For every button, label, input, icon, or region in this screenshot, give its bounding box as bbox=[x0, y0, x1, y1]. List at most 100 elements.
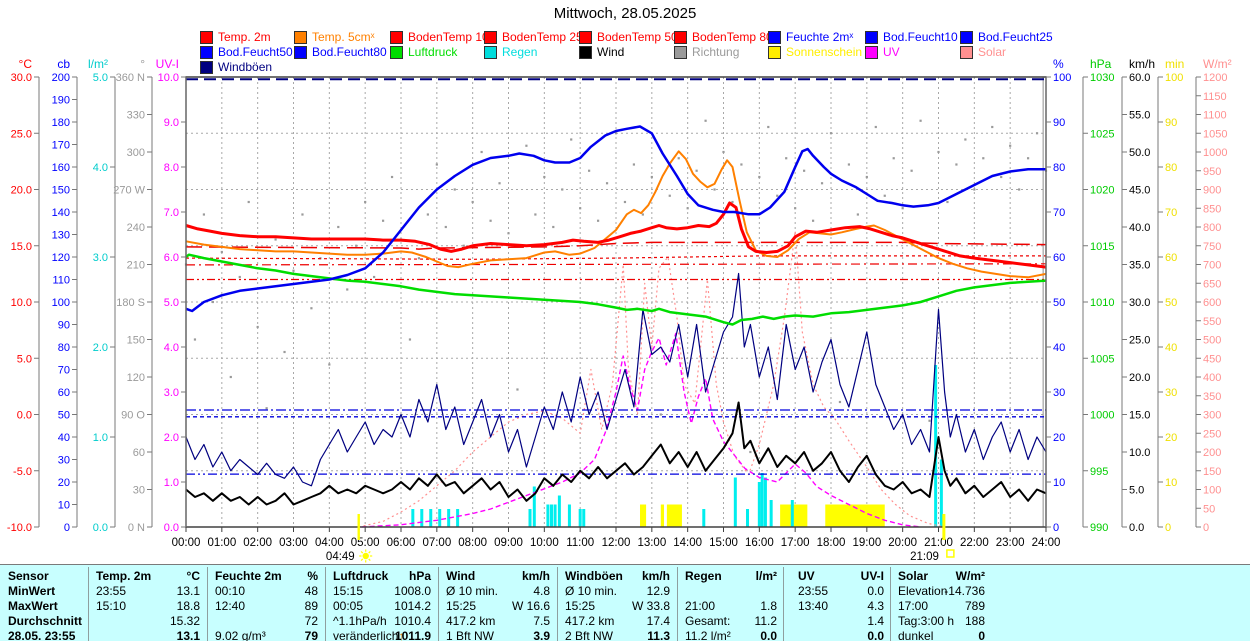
table-cell-label-feuchte-2m: 12:40 bbox=[215, 599, 246, 613]
solar-axis-header: W/m² bbox=[1203, 57, 1232, 71]
table-column-separator bbox=[438, 567, 439, 641]
solar-axis-tick-label: 950 bbox=[1203, 166, 1221, 178]
series-richtung-dot bbox=[453, 188, 456, 191]
table-cell-label-windboeen: Ø 10 min. bbox=[565, 584, 618, 598]
legend-item-temp-5cm-: Temp. 5cmˣ bbox=[294, 31, 375, 44]
legend-swatch bbox=[865, 46, 878, 59]
table-cell-label-regen: 21:00 bbox=[685, 599, 716, 613]
table-cell-label-regen: Gesamt: bbox=[685, 614, 731, 628]
legend-swatch bbox=[484, 31, 497, 44]
series-regen-bar bbox=[582, 509, 586, 527]
table-cell-value-solar: 0 bbox=[978, 629, 985, 641]
humidity-axis-tick-label: 90 bbox=[1053, 117, 1065, 129]
soil-moisture-axis-tick-label: 10 bbox=[58, 500, 70, 512]
soil-moisture-axis-tick-label: 50 bbox=[58, 410, 70, 422]
table-cell-label-luftdruck: 00:05 bbox=[333, 599, 364, 613]
series-richtung-dot bbox=[641, 213, 644, 216]
table-cell-value-temp-2m: 13.1 bbox=[176, 629, 200, 641]
temp-axis-tick-label: -10.0 bbox=[7, 522, 32, 534]
legend-label: UV bbox=[883, 45, 900, 59]
legend-label: Solar bbox=[978, 45, 1007, 59]
solar-axis-tick-label: 50 bbox=[1203, 503, 1215, 515]
wind-axis-tick-label: 40.0 bbox=[1129, 222, 1150, 234]
series-richtung-dot bbox=[417, 257, 421, 260]
legend-label: Bod.Feucht10 bbox=[883, 30, 958, 44]
legend-swatch bbox=[294, 46, 307, 59]
legend-item-windb-en: Windböen bbox=[200, 61, 272, 74]
solar-axis-tick-label: 450 bbox=[1203, 353, 1221, 365]
table-header-sensor: Sensor bbox=[8, 569, 49, 583]
series-richtung-dot bbox=[973, 188, 976, 191]
table-header-unit-regen: l/m² bbox=[755, 569, 777, 583]
wind-axis-tick-label: 30.0 bbox=[1129, 297, 1150, 309]
series-richtung-dot bbox=[955, 163, 958, 166]
series-richtung-dot bbox=[328, 363, 331, 366]
series-richtung-dot bbox=[543, 175, 546, 179]
soil-moisture-axis-tick-label: 100 bbox=[52, 297, 70, 309]
series-regen-bar bbox=[733, 477, 737, 527]
series-richtung-dot bbox=[265, 407, 268, 410]
series-richtung-dot bbox=[507, 232, 510, 235]
series-feuchte2m bbox=[185, 125, 1046, 313]
solar-axis-tick-label: 350 bbox=[1203, 391, 1221, 403]
solar-axis-tick-label: 600 bbox=[1203, 297, 1221, 309]
table-cell-value-feuchte-2m: 48 bbox=[304, 584, 318, 598]
series-windboeen bbox=[185, 272, 1047, 487]
series-richtung-dot bbox=[301, 213, 304, 216]
direction-axis-tick-label: 150 bbox=[127, 335, 145, 347]
series-richtung-dot bbox=[695, 169, 698, 172]
series-regen-bar bbox=[578, 509, 582, 527]
series-regen-bar bbox=[939, 459, 943, 527]
soil-moisture-axis-header: cb bbox=[57, 57, 70, 71]
table-cell-label-wind: 15:25 bbox=[446, 599, 477, 613]
legend-label: Windböen bbox=[218, 60, 273, 74]
table-cell-value-windboeen: 12.9 bbox=[646, 584, 670, 598]
table-cell-value-solar: 188 bbox=[964, 614, 985, 628]
solar-axis-tick-label: 200 bbox=[1203, 447, 1221, 459]
soil-moisture-axis-tick-label: 20 bbox=[58, 477, 70, 489]
table-cell-value-solar: -14.736 bbox=[944, 584, 985, 598]
solar-axis-tick-label: 400 bbox=[1203, 372, 1221, 384]
uv-axis-header: UV-I bbox=[156, 57, 179, 71]
series-richtung-dot bbox=[776, 194, 779, 197]
series-richtung-dot bbox=[579, 207, 582, 210]
series-regen-bar bbox=[769, 500, 773, 527]
humidity-axis-tick-label: 70 bbox=[1053, 207, 1065, 219]
series-richtung-dot bbox=[614, 132, 618, 135]
series-richtung-dot bbox=[596, 219, 600, 222]
table-cell-value-wind: 7.5 bbox=[533, 614, 550, 628]
table-cell-value-uv: 1.4 bbox=[867, 614, 884, 628]
series-sonnenschein-bar bbox=[666, 504, 682, 527]
table-cell-label-solar: dunkel bbox=[898, 629, 934, 641]
table-header-luftdruck: Luftdruck bbox=[333, 569, 389, 583]
legend-swatch bbox=[200, 31, 213, 44]
table-cell-value-uv: 0.0 bbox=[867, 584, 884, 598]
series-richtung-dot bbox=[256, 325, 259, 329]
series-richtung-dot bbox=[274, 238, 277, 241]
humidity-axis-tick-label: 40 bbox=[1053, 342, 1065, 354]
humidity-axis-tick-label: 50 bbox=[1053, 297, 1065, 309]
series-regen-bar bbox=[934, 365, 938, 527]
hour-label: 14:00 bbox=[673, 537, 702, 549]
series-regen-bar bbox=[532, 486, 536, 527]
sunrise-sun-ray bbox=[360, 550, 364, 554]
legend-label: Bod.Feucht80 bbox=[312, 45, 387, 59]
hour-label: 24:00 bbox=[1032, 537, 1061, 549]
series-regen-bar bbox=[447, 509, 451, 527]
wind-axis-tick-label: 60.0 bbox=[1129, 72, 1150, 84]
direction-axis-tick-label: 210 bbox=[127, 260, 145, 272]
series-richtung-dot bbox=[570, 138, 573, 141]
table-header-uv: UV bbox=[798, 569, 815, 583]
wind-axis-tick-label: 0.0 bbox=[1129, 522, 1144, 534]
humidity-axis-tick-label: 100 bbox=[1053, 72, 1071, 84]
series-richtung-dot bbox=[740, 163, 743, 166]
wind-axis-tick-label: 5.0 bbox=[1129, 485, 1144, 497]
pressure-axis-tick-label: 1020 bbox=[1090, 185, 1114, 197]
hour-label: 17:00 bbox=[781, 537, 810, 549]
series-regen-bar bbox=[429, 509, 433, 527]
table-cell-value-temp-2m: 18.8 bbox=[176, 599, 200, 613]
solar-axis-tick-label: 500 bbox=[1203, 335, 1221, 347]
series-richtung-dot bbox=[749, 450, 752, 454]
soil-moisture-axis-tick-label: 140 bbox=[52, 207, 70, 219]
table-header-solar: Solar bbox=[898, 569, 929, 583]
